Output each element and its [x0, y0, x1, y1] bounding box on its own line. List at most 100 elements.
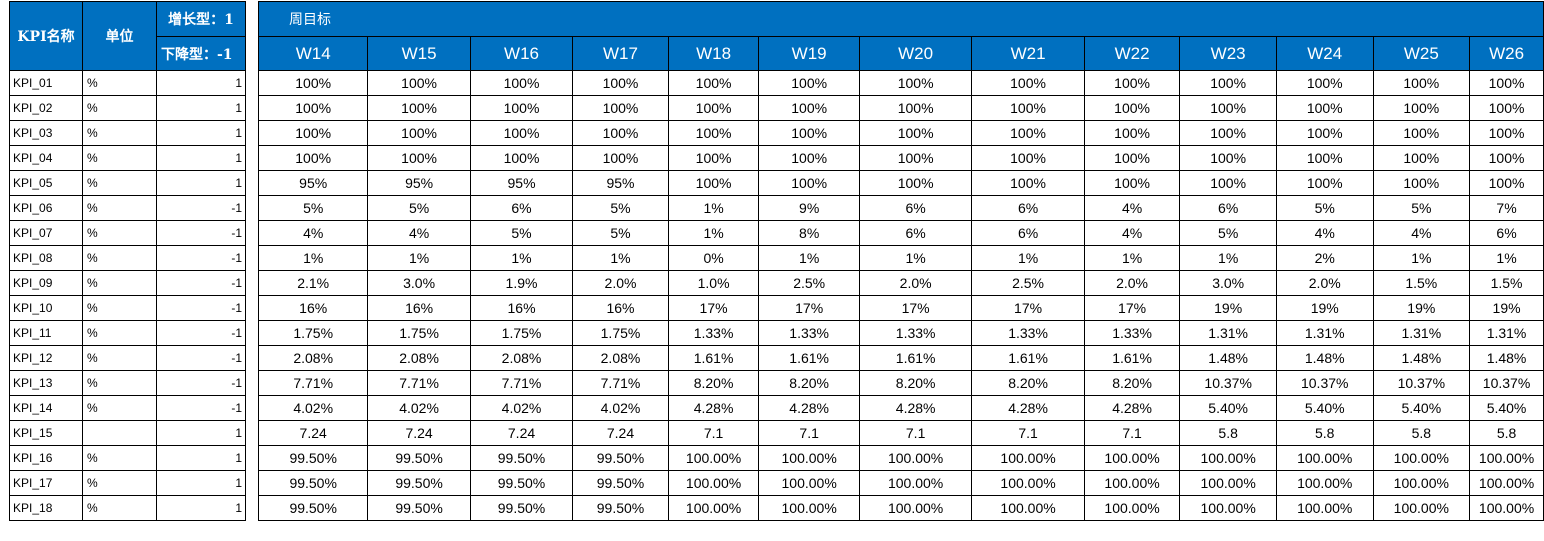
- target-value-cell: 100.00%: [858, 445, 973, 471]
- kpi-name-cell: KPI_13: [9, 370, 83, 396]
- target-value-cell: 100%: [858, 120, 973, 146]
- target-value-cell: 7.1: [758, 420, 860, 446]
- target-value-cell: 1.48%: [1372, 345, 1471, 371]
- target-value-cell: 100.00%: [1372, 470, 1471, 496]
- unit-cell: %: [82, 320, 157, 346]
- kpi-name-cell: KPI_05: [9, 170, 83, 196]
- target-value-cell: 2.0%: [1083, 270, 1181, 296]
- target-value-cell: 4.02%: [367, 395, 471, 421]
- target-value-cell: 10.37%: [1179, 370, 1277, 396]
- target-value-cell: 6%: [971, 195, 1085, 221]
- target-value-cell: 100.00%: [971, 445, 1085, 471]
- target-value-cell: 100%: [1275, 95, 1374, 121]
- kpi-name-cell: KPI_16: [9, 445, 83, 471]
- kpi-name-cell: KPI_02: [9, 95, 83, 121]
- week-header-w23: W23: [1179, 36, 1277, 71]
- target-value-cell: 100%: [1372, 95, 1471, 121]
- target-value-cell: 9%: [758, 195, 860, 221]
- week-header-w26: W26: [1469, 36, 1544, 71]
- target-value-cell: 5%: [572, 220, 669, 246]
- target-value-cell: 7.71%: [469, 370, 574, 396]
- table-row: 4% 4% 5% 5% 1% 8% 6% 6% 4% 5% 4% 4% 6%: [257, 220, 1544, 246]
- target-value-cell: 100.00%: [858, 470, 973, 496]
- target-value-cell: 1.48%: [1275, 345, 1374, 371]
- target-value-cell: 1.75%: [367, 320, 471, 346]
- table-row: KPI_06% -1: [9, 195, 246, 221]
- target-value-cell: 100%: [257, 70, 369, 96]
- target-value-cell: 100.00%: [1469, 445, 1544, 471]
- target-value-cell: 1.61%: [758, 345, 860, 371]
- target-value-cell: 100%: [858, 95, 973, 121]
- target-value-cell: 100%: [572, 120, 669, 146]
- kpi-name-header: KPI名称: [9, 1, 83, 71]
- target-value-cell: 5.40%: [1372, 395, 1471, 421]
- target-value-cell: 100.00%: [1469, 470, 1544, 496]
- target-value-cell: 100.00%: [1083, 470, 1181, 496]
- target-value-cell: 100%: [1179, 170, 1277, 196]
- target-value-cell: 100%: [469, 95, 574, 121]
- unit-cell: %: [82, 120, 157, 146]
- target-value-cell: 100%: [1179, 95, 1277, 121]
- target-value-cell: 100%: [469, 120, 574, 146]
- target-value-cell: 100%: [1275, 70, 1374, 96]
- target-value-cell: 2.08%: [572, 345, 669, 371]
- target-value-cell: 100%: [1275, 145, 1374, 171]
- target-value-cell: 99.50%: [257, 470, 369, 496]
- target-value-cell: 100%: [469, 145, 574, 171]
- week-header-w15: W15: [367, 36, 471, 71]
- week-header-w20: W20: [858, 36, 973, 71]
- kpi-name-cell: KPI_14: [9, 395, 83, 421]
- table-row: KPI_12% -1: [9, 345, 246, 371]
- target-value-cell: 17%: [971, 295, 1085, 321]
- target-value-cell: 1.5%: [1372, 270, 1471, 296]
- target-value-cell: 100%: [367, 95, 471, 121]
- target-value-cell: 1.33%: [758, 320, 860, 346]
- target-value-cell: 2.08%: [257, 345, 369, 371]
- kpi-type-cell: 1: [156, 495, 246, 521]
- kpi-type-cell: -1: [156, 270, 246, 296]
- kpi-type-cell: -1: [156, 395, 246, 421]
- target-value-cell: 100%: [1372, 170, 1471, 196]
- target-value-cell: 1.33%: [971, 320, 1085, 346]
- kpi-type-cell: 1: [156, 445, 246, 471]
- target-value-cell: 99.50%: [367, 495, 471, 521]
- target-value-cell: 100.00%: [758, 445, 860, 471]
- target-value-cell: 100%: [667, 145, 760, 171]
- target-value-cell: 7.1: [1083, 420, 1181, 446]
- table-row: KPI_07% -1: [9, 220, 246, 246]
- target-value-cell: 1%: [667, 195, 760, 221]
- target-value-cell: 100%: [367, 70, 471, 96]
- target-value-cell: 7.71%: [572, 370, 669, 396]
- week-header-w24: W24: [1275, 36, 1374, 71]
- target-value-cell: 17%: [1083, 295, 1181, 321]
- target-value-cell: 1.61%: [858, 345, 973, 371]
- target-value-cell: 6%: [971, 220, 1085, 246]
- target-value-cell: 99.50%: [257, 445, 369, 471]
- target-value-cell: 1%: [257, 245, 369, 271]
- unit-cell: %: [82, 470, 157, 496]
- target-value-cell: 100.00%: [1275, 470, 1374, 496]
- target-value-cell: 5.8: [1372, 420, 1471, 446]
- target-value-cell: 5.40%: [1469, 395, 1544, 421]
- target-value-cell: 4.02%: [257, 395, 369, 421]
- target-value-cell: 1.31%: [1179, 320, 1277, 346]
- target-value-cell: 1.33%: [667, 320, 760, 346]
- table-row: 1.75% 1.75% 1.75% 1.75% 1.33% 1.33% 1.33% 1.33%…: [257, 320, 1544, 346]
- target-value-cell: 99.50%: [257, 495, 369, 521]
- kpi-type-cell: -1: [156, 195, 246, 221]
- table-row: KPI_02% 1: [9, 95, 246, 121]
- target-value-cell: 5%: [1179, 220, 1277, 246]
- week-header-w25: W25: [1372, 36, 1471, 71]
- target-value-cell: 19%: [1275, 295, 1374, 321]
- target-value-cell: 7.1: [858, 420, 973, 446]
- kpi-name-cell: KPI_15: [9, 420, 83, 446]
- kpi-name-cell: KPI_08: [9, 245, 83, 271]
- target-value-cell: 1%: [1372, 245, 1471, 271]
- table-row: 16% 16% 16% 16% 17% 17% 17% 17% 17% 19% 19% 19% 19%: [257, 295, 1544, 321]
- target-value-cell: 4%: [257, 220, 369, 246]
- kpi-definition-table: KPI名称 单位 增长型：1 下降型：-1 KPI_01% 1 KPI_02% 1 KP…: [9, 1, 246, 521]
- target-value-cell: 4%: [1083, 220, 1181, 246]
- target-value-cell: 100%: [667, 70, 760, 96]
- target-value-cell: 99.50%: [572, 495, 669, 521]
- target-value-cell: 100%: [971, 120, 1085, 146]
